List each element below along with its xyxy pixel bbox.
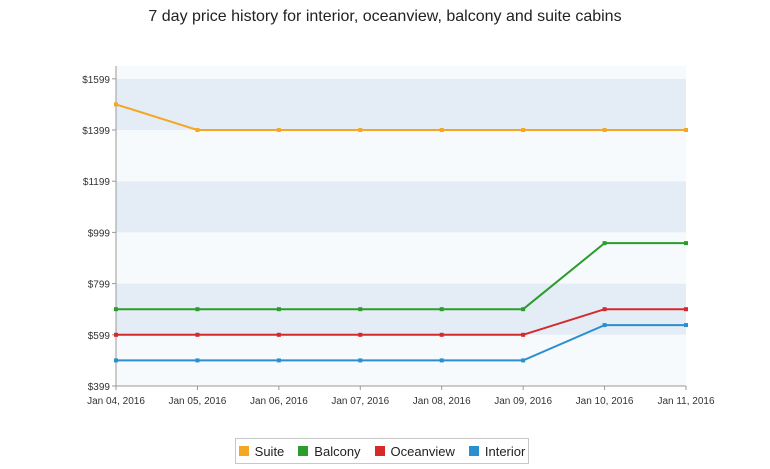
data-point-interior[interactable] bbox=[602, 323, 607, 328]
data-point-suite[interactable] bbox=[439, 128, 444, 132]
data-point-balcony[interactable] bbox=[195, 307, 200, 312]
legend-item-balcony[interactable]: Balcony bbox=[298, 443, 361, 459]
data-point-balcony[interactable] bbox=[114, 307, 118, 312]
data-point-balcony[interactable] bbox=[521, 307, 526, 312]
y-tick-label: $599 bbox=[88, 331, 111, 342]
data-point-balcony[interactable] bbox=[602, 241, 607, 246]
legend-label-balcony: Balcony bbox=[314, 443, 361, 459]
data-point-oceanview[interactable] bbox=[195, 332, 200, 337]
legend-swatch-balcony bbox=[298, 446, 309, 456]
legend-item-interior[interactable]: Interior bbox=[468, 443, 526, 459]
data-point-balcony[interactable] bbox=[276, 307, 281, 312]
data-point-suite[interactable] bbox=[358, 128, 363, 132]
grid-band bbox=[116, 130, 686, 182]
data-point-oceanview[interactable] bbox=[684, 307, 688, 312]
grid-band bbox=[116, 232, 686, 284]
legend-item-oceanview[interactable]: Oceanview bbox=[374, 443, 455, 459]
legend-label-suite: Suite bbox=[254, 443, 285, 459]
legend-item-suite[interactable]: Suite bbox=[238, 443, 285, 459]
y-tick-label: $1599 bbox=[82, 75, 110, 86]
y-tick-label: $999 bbox=[88, 228, 111, 239]
data-point-interior[interactable] bbox=[114, 358, 118, 363]
data-point-suite[interactable] bbox=[602, 128, 607, 132]
data-point-interior[interactable] bbox=[684, 323, 688, 328]
data-point-balcony[interactable] bbox=[358, 307, 363, 312]
data-point-suite[interactable] bbox=[684, 128, 688, 132]
series-line-suite bbox=[115, 103, 686, 131]
data-point-interior[interactable] bbox=[358, 358, 363, 363]
data-point-oceanview[interactable] bbox=[602, 307, 607, 312]
x-tick-label: Jan 09, 2016 bbox=[494, 396, 552, 407]
legend-swatch-interior bbox=[468, 446, 479, 456]
y-tick-label: $1399 bbox=[82, 126, 110, 137]
data-point-balcony[interactable] bbox=[684, 241, 688, 246]
data-point-oceanview[interactable] bbox=[358, 332, 363, 337]
data-point-oceanview[interactable] bbox=[521, 332, 526, 337]
x-tick-label: Jan 08, 2016 bbox=[413, 396, 471, 407]
data-point-oceanview[interactable] bbox=[439, 332, 444, 337]
data-point-interior[interactable] bbox=[521, 358, 526, 363]
data-point-oceanview[interactable] bbox=[276, 332, 281, 337]
chart-title: 7 day price history for interior, oceanv… bbox=[148, 8, 622, 25]
data-point-suite[interactable] bbox=[195, 128, 200, 132]
data-point-interior[interactable] bbox=[195, 358, 200, 363]
data-point-suite[interactable] bbox=[276, 128, 281, 132]
data-point-interior[interactable] bbox=[276, 358, 281, 363]
y-tick-label: $1199 bbox=[83, 177, 111, 188]
grid-band bbox=[116, 66, 686, 79]
legend-label-oceanview: Oceanview bbox=[390, 443, 455, 459]
legend-swatch-suite bbox=[238, 446, 249, 456]
legend-swatch-oceanview bbox=[374, 446, 385, 456]
legend: Suite Balcony Oceanview Interior bbox=[235, 438, 529, 464]
grid-band bbox=[116, 181, 686, 233]
x-tick-label: Jan 10, 2016 bbox=[576, 396, 634, 407]
x-tick-label: Jan 06, 2016 bbox=[250, 396, 308, 407]
series-line-interior bbox=[116, 324, 686, 362]
series-line-oceanview bbox=[116, 308, 686, 336]
y-tick-label: $399 bbox=[88, 382, 111, 393]
x-tick-label: Jan 11, 2016 bbox=[657, 396, 715, 407]
y-tick-label: $799 bbox=[88, 280, 111, 291]
data-point-suite[interactable] bbox=[114, 102, 118, 107]
data-point-suite[interactable] bbox=[521, 128, 526, 132]
x-tick-label: Jan 04, 2016 bbox=[87, 396, 145, 407]
series-line-balcony bbox=[116, 242, 686, 311]
legend-label-interior: Interior bbox=[484, 443, 526, 459]
x-tick-label: Jan 07, 2016 bbox=[331, 396, 389, 407]
data-point-balcony[interactable] bbox=[439, 307, 444, 312]
data-point-oceanview[interactable] bbox=[114, 332, 118, 337]
data-point-interior[interactable] bbox=[439, 358, 444, 363]
grid-band bbox=[116, 78, 686, 130]
x-tick-label: Jan 05, 2016 bbox=[169, 396, 227, 407]
